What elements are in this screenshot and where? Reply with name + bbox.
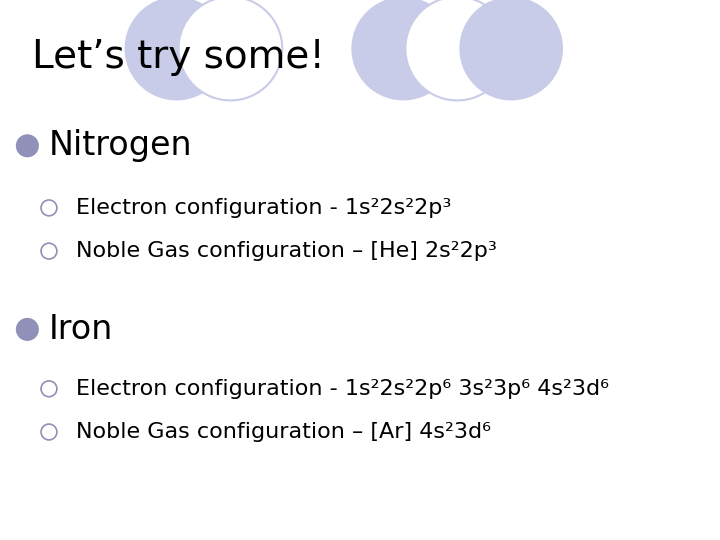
Ellipse shape: [41, 381, 57, 397]
Text: Let’s try some!: Let’s try some!: [32, 38, 325, 76]
Text: Iron: Iron: [49, 313, 113, 346]
Text: Noble Gas configuration – [Ar] 4s²3d⁶: Noble Gas configuration – [Ar] 4s²3d⁶: [76, 422, 490, 442]
Ellipse shape: [41, 424, 57, 440]
Ellipse shape: [351, 0, 455, 100]
Ellipse shape: [41, 200, 57, 216]
Ellipse shape: [179, 0, 282, 100]
Ellipse shape: [125, 0, 228, 100]
Text: Noble Gas configuration – [He] 2s²2p³: Noble Gas configuration – [He] 2s²2p³: [76, 241, 497, 261]
Ellipse shape: [405, 0, 509, 100]
Text: Electron configuration - 1s²2s²2p⁶ 3s²3p⁶ 4s²3d⁶: Electron configuration - 1s²2s²2p⁶ 3s²3p…: [76, 379, 608, 399]
Ellipse shape: [41, 243, 57, 259]
Text: Nitrogen: Nitrogen: [49, 129, 192, 163]
Ellipse shape: [16, 134, 39, 157]
Ellipse shape: [16, 318, 39, 341]
Ellipse shape: [459, 0, 563, 100]
Text: Electron configuration - 1s²2s²2p³: Electron configuration - 1s²2s²2p³: [76, 198, 451, 218]
